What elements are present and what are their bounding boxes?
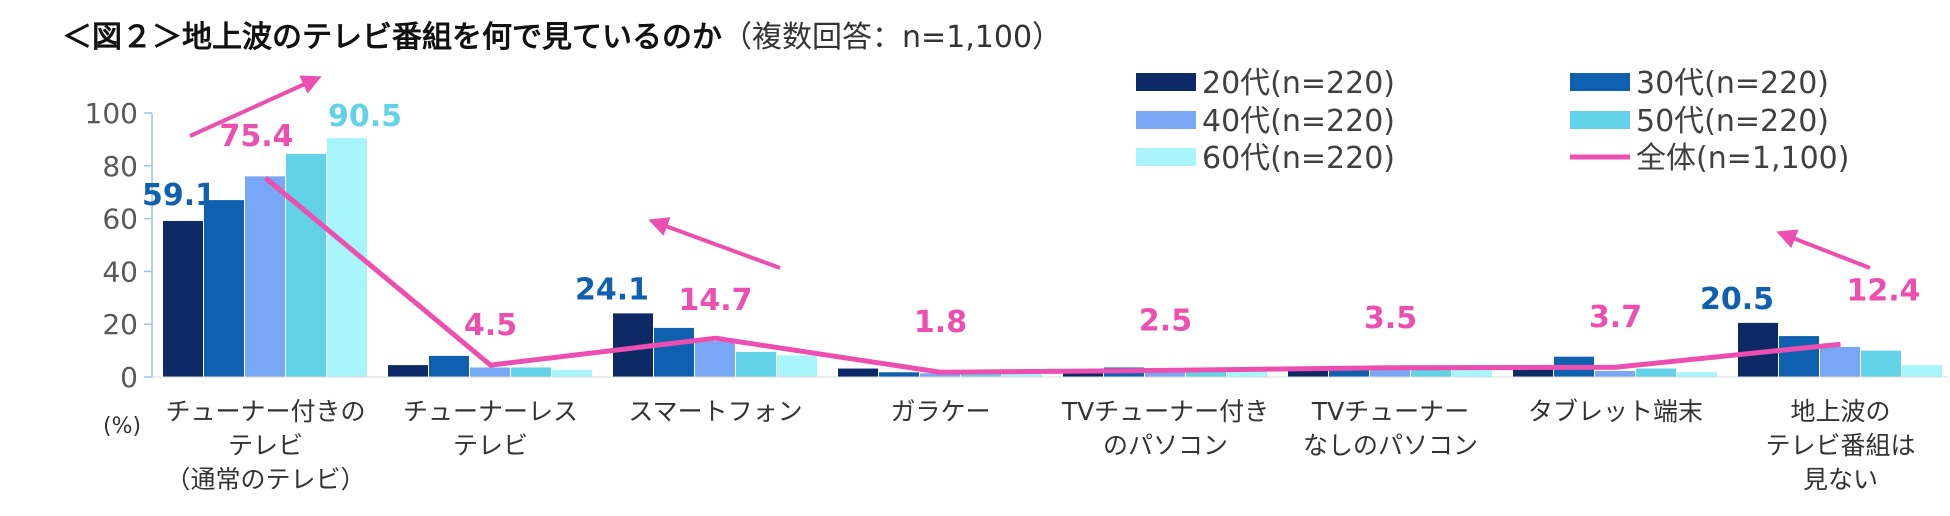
chart-title-sub: （複数回答：n=1,100） bbox=[722, 20, 1063, 55]
category-label: のパソコン bbox=[1103, 431, 1228, 460]
trend-arrow bbox=[648, 217, 781, 270]
category-label: テレビ番組は bbox=[1765, 431, 1915, 460]
bar bbox=[1861, 350, 1901, 377]
category-label: チューナー付きの bbox=[165, 397, 365, 426]
bar bbox=[1227, 370, 1267, 377]
overall-data-label: 3.7 bbox=[1589, 300, 1642, 335]
overall-data-label: 1.8 bbox=[914, 305, 967, 340]
category-label: 見ない bbox=[1803, 465, 1878, 494]
y-tick-label: 80 bbox=[102, 150, 138, 183]
bar bbox=[1411, 367, 1451, 377]
bar bbox=[1370, 366, 1410, 377]
category-label: （通常のテレビ） bbox=[165, 465, 365, 494]
overall-data-label: 14.7 bbox=[678, 283, 752, 318]
overall-data-label: 12.4 bbox=[1846, 273, 1920, 308]
legend-swatch bbox=[1136, 148, 1196, 166]
y-tick-label: 40 bbox=[102, 255, 138, 288]
bar bbox=[1595, 370, 1635, 377]
bar bbox=[245, 176, 285, 377]
bar bbox=[1452, 367, 1492, 377]
overall-data-label: 2.5 bbox=[1139, 303, 1192, 338]
bar bbox=[838, 368, 878, 377]
bar bbox=[1002, 373, 1042, 377]
overall-line bbox=[263, 176, 1841, 375]
category-label: TVチューナー付き bbox=[1061, 397, 1269, 426]
bar-data-label: 59.1 bbox=[142, 178, 216, 213]
category-label: なしのパソコン bbox=[1303, 431, 1478, 460]
legend-label: 60代(n=220) bbox=[1202, 141, 1395, 176]
bar bbox=[961, 373, 1001, 377]
overall-data-label: 75.4 bbox=[219, 119, 293, 154]
bar bbox=[1186, 370, 1226, 377]
overall-data-label: 4.5 bbox=[464, 308, 517, 343]
trend-arrow bbox=[1776, 229, 1871, 270]
y-tick-label: 20 bbox=[102, 308, 138, 341]
legend-swatch bbox=[1570, 73, 1630, 91]
unit-label: (%) bbox=[103, 414, 141, 439]
bar bbox=[470, 367, 510, 377]
bar bbox=[920, 373, 960, 377]
bar bbox=[736, 351, 776, 377]
category-label: タブレット端末 bbox=[1528, 397, 1703, 426]
category-label: テレビ bbox=[228, 431, 303, 460]
y-tick-label: 0 bbox=[120, 361, 138, 394]
chart-title-main: ＜図２＞地上波のテレビ番組を何で見ているのか bbox=[62, 20, 722, 55]
bar bbox=[1902, 365, 1942, 377]
bar bbox=[695, 341, 735, 377]
bar bbox=[879, 372, 919, 377]
trend-arrow bbox=[189, 75, 322, 138]
legend-label: 30代(n=220) bbox=[1636, 66, 1829, 101]
bar bbox=[163, 220, 203, 377]
bar-data-label: 90.5 bbox=[328, 99, 402, 134]
legend-swatch bbox=[1570, 111, 1630, 129]
bar bbox=[286, 153, 326, 377]
category-label: ガラケー bbox=[890, 397, 990, 426]
legend-label: 20代(n=220) bbox=[1202, 66, 1395, 101]
bar bbox=[388, 365, 428, 377]
bar bbox=[1513, 368, 1553, 377]
bar bbox=[1329, 368, 1369, 377]
bar bbox=[1677, 372, 1717, 377]
legend-label: 全体(n=1,100) bbox=[1636, 141, 1849, 176]
overall-data-label: 3.5 bbox=[1364, 301, 1417, 336]
y-tick-label: 100 bbox=[85, 97, 138, 130]
category-label: 地上波の bbox=[1790, 397, 1890, 426]
category-label: テレビ bbox=[453, 431, 528, 460]
bar bbox=[511, 367, 551, 377]
category-label: チューナーレス bbox=[403, 397, 578, 426]
y-tick-label: 60 bbox=[102, 203, 138, 236]
bar bbox=[552, 369, 592, 377]
bar bbox=[654, 327, 694, 377]
bar bbox=[204, 200, 244, 377]
chart-title: ＜図２＞地上波のテレビ番組を何で見ているのか（複数回答：n=1,100） bbox=[62, 12, 1062, 56]
bar bbox=[777, 355, 817, 377]
bar bbox=[1288, 369, 1328, 377]
legend-swatch bbox=[1136, 73, 1196, 91]
bar bbox=[429, 355, 469, 377]
bar bbox=[1820, 346, 1860, 377]
legend-label: 50代(n=220) bbox=[1636, 104, 1829, 139]
legend-label: 40代(n=220) bbox=[1202, 104, 1395, 139]
bar bbox=[1063, 373, 1103, 377]
bar bbox=[1779, 336, 1819, 377]
bar-data-label: 24.1 bbox=[575, 272, 649, 307]
category-label: スマートフォン bbox=[628, 397, 802, 426]
legend-swatch bbox=[1136, 111, 1196, 129]
bar-data-label: 20.5 bbox=[1700, 282, 1774, 317]
bar bbox=[1636, 368, 1676, 377]
category-label: TVチューナー bbox=[1311, 397, 1469, 426]
